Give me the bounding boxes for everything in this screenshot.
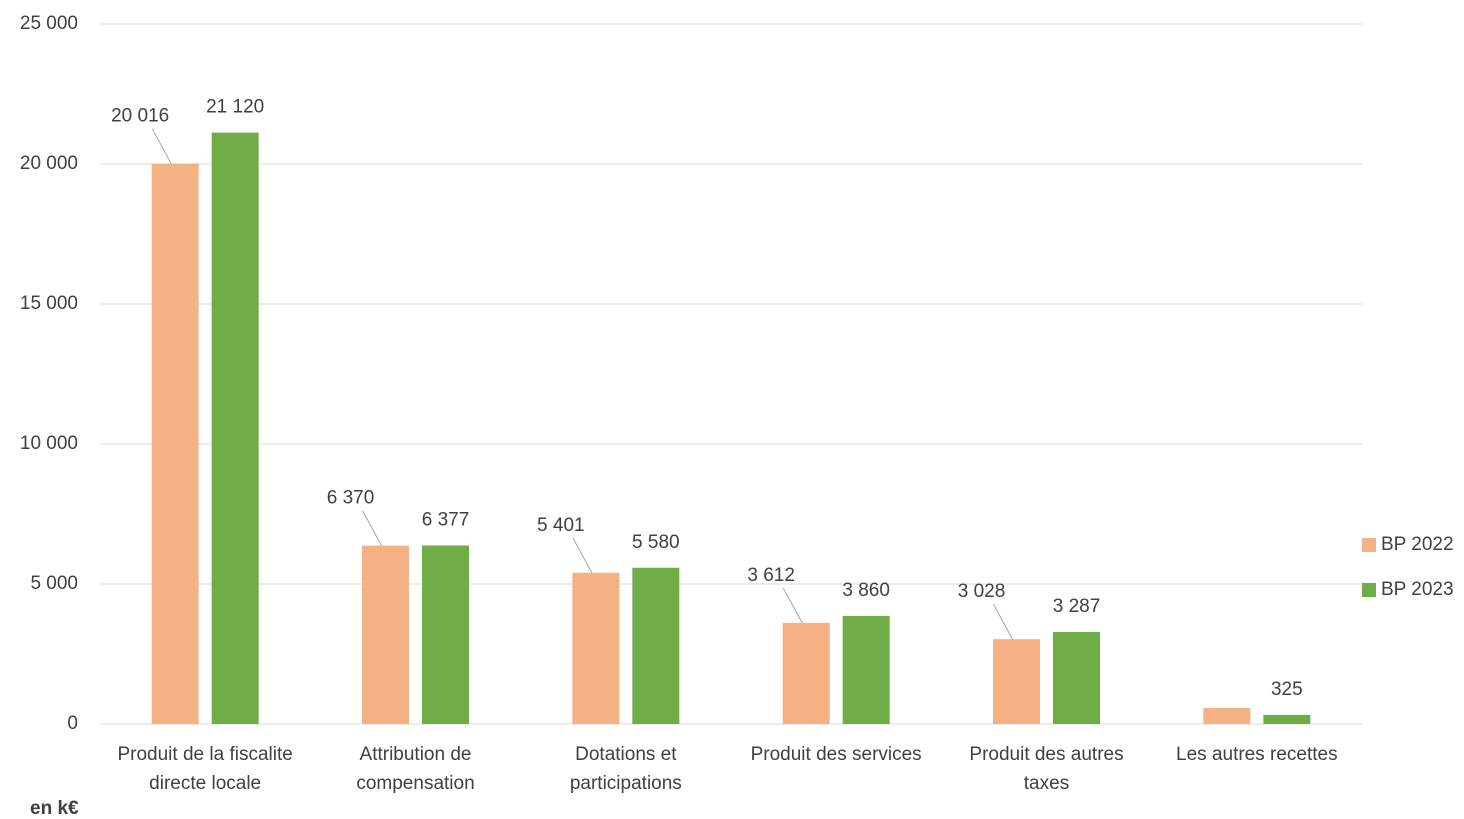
y-tick-label: 0 [67,713,78,734]
bar [1053,631,1100,724]
x-tick-label: Produit des autres taxes [969,744,1124,794]
y-tick-label: 20 000 [20,153,78,174]
bar [632,567,680,724]
bar [1203,708,1251,724]
leader-line [362,510,382,546]
y-tick-label: 10 000 [20,433,78,454]
x-tick-label: Dotations et participations [569,744,682,794]
leader-line [572,537,593,574]
legend-swatch [1362,583,1376,597]
data-label: 325 [1271,679,1303,700]
x-tick-label: Produit des services [750,744,922,765]
bar [572,572,620,724]
data-label: 3 028 [958,581,1006,602]
bar [422,545,469,724]
legend-swatch [1362,538,1376,552]
bar [993,639,1040,724]
leader-line [993,603,1013,640]
x-tick-label: Attribution de compensation [356,744,475,794]
bar [842,615,890,724]
data-label: 3 287 [1053,596,1101,617]
bar [151,163,199,724]
leader-line [151,128,172,164]
data-label: 21 120 [206,97,264,118]
data-label: 5 580 [632,532,680,553]
data-label: 6 377 [422,509,470,530]
bar [362,545,409,724]
bar [1263,714,1311,724]
y-tick-label: 5 000 [30,573,78,594]
data-label: 20 016 [111,106,169,127]
data-label: 5 401 [537,515,585,536]
y-tick-label: 15 000 [20,293,78,314]
data-label: 3 860 [842,580,890,601]
data-label: 6 370 [327,488,375,509]
legend-label: BP 2022 [1381,534,1454,555]
bar [782,622,830,724]
x-tick-label: Les autres recettes [1176,744,1338,765]
data-label: 3 612 [747,565,795,586]
bar [211,132,259,724]
legend-label: BP 2023 [1381,579,1454,600]
unit-label: en k€ [30,798,79,819]
leader-line [782,587,803,624]
x-tick-label: Produit de la fiscalite directe locale [117,744,293,794]
y-tick-label: 25 000 [20,13,78,34]
